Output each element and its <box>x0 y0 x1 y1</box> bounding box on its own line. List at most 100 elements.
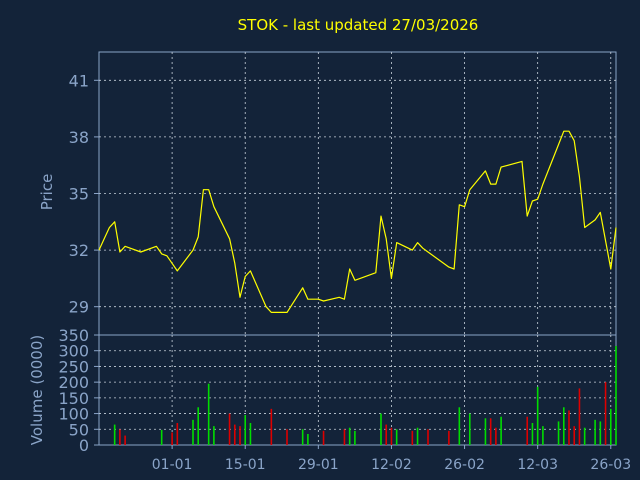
price-point <box>176 269 179 272</box>
volume-bar-up <box>484 418 487 445</box>
price-panel: 29 32 35 38 41 <box>69 51 618 336</box>
price-point <box>541 183 544 186</box>
volume-bar-up <box>583 427 586 445</box>
volume-bar-up <box>249 423 252 445</box>
volume-bar-down <box>124 435 126 445</box>
price-point <box>113 220 116 223</box>
price-point <box>578 175 581 178</box>
price-point <box>615 226 618 229</box>
volume-bar-up <box>599 421 602 445</box>
volume-tick-label: 150 <box>58 389 89 408</box>
volume-bar-down <box>270 408 273 445</box>
price-point <box>453 267 456 270</box>
volume-tick-label: 250 <box>58 357 89 376</box>
price-point <box>207 188 210 191</box>
price-point <box>317 298 320 301</box>
price-point <box>118 250 121 253</box>
price-point <box>447 266 450 269</box>
price-point <box>359 277 362 280</box>
volume-bar-down <box>322 430 325 445</box>
price-point <box>374 271 377 274</box>
price-point <box>202 188 205 191</box>
volume-bar-up <box>160 429 163 445</box>
price-tick-label: 35 <box>69 185 89 204</box>
volume-bar-up <box>244 415 247 445</box>
volume-bar-down <box>578 388 581 445</box>
volume-bar-down <box>228 413 231 445</box>
price-point <box>536 198 539 201</box>
price-point <box>484 169 487 172</box>
price-point <box>244 275 247 278</box>
volume-bar-down <box>233 424 236 445</box>
price-point <box>353 279 356 282</box>
x-tick-label: 15-01 <box>225 457 266 473</box>
price-point <box>348 267 351 270</box>
price-point <box>521 160 524 163</box>
volume-bar-up <box>468 413 471 445</box>
price-point <box>411 249 414 252</box>
price-point <box>609 267 612 270</box>
price-point <box>155 245 158 248</box>
volume-bar-down <box>526 416 529 445</box>
volume-bar-up <box>307 434 309 445</box>
volume-bar-up <box>594 419 596 445</box>
volume-bar-up <box>542 426 544 445</box>
volume-bar-down <box>385 424 388 445</box>
price-tick-label: 29 <box>69 298 89 317</box>
price-axis-label: Price <box>38 174 56 211</box>
price-point <box>458 203 461 206</box>
volume-tick-label: 100 <box>58 405 89 424</box>
price-point <box>228 237 231 240</box>
volume-bar-up <box>416 427 419 445</box>
volume-bar-up <box>395 429 398 445</box>
price-point <box>500 166 503 169</box>
price-point <box>421 247 424 250</box>
price-point <box>416 241 419 244</box>
price-point <box>599 211 602 214</box>
price-tick-label: 41 <box>69 71 89 90</box>
price-point <box>192 249 195 252</box>
price-point <box>494 183 497 186</box>
price-tick-label: 32 <box>69 241 89 260</box>
chart-title: STOK - last updated 27/03/2026 <box>238 16 479 34</box>
price-point <box>103 237 106 240</box>
price-point <box>108 226 111 229</box>
volume-bar-down <box>390 427 393 445</box>
volume-bar-down <box>489 418 492 445</box>
price-point <box>265 305 268 308</box>
volume-bar-up <box>562 407 565 445</box>
price-line <box>98 130 617 313</box>
price-point <box>239 296 242 299</box>
volume-bar-up <box>615 346 617 445</box>
price-point <box>568 130 571 133</box>
volume-bar-down <box>568 410 570 445</box>
x-tick-label: 26-02 <box>444 457 485 473</box>
volume-bar-up <box>531 423 534 445</box>
price-point <box>322 300 325 303</box>
volume-bar-up <box>301 429 304 445</box>
volume-bar-down <box>495 427 497 445</box>
date-axis: 01-01 15-01 29-01 12-02 26-02 12-03 26-03 <box>152 445 631 473</box>
price-point <box>286 311 289 314</box>
volume-bar-up <box>348 427 351 445</box>
volume-bar-up <box>197 407 200 445</box>
price-point <box>160 252 163 255</box>
volume-bar-down <box>171 432 173 445</box>
price-point <box>343 298 346 301</box>
x-tick-label: 01-01 <box>152 457 193 473</box>
price-point <box>301 286 304 289</box>
price-point <box>124 245 127 248</box>
volume-bar-up <box>536 386 539 445</box>
volume-bar-up <box>557 421 560 445</box>
volume-tick-label: 50 <box>69 420 89 439</box>
price-point <box>463 205 466 208</box>
price-point <box>526 215 529 218</box>
volume-bar-down <box>448 430 450 445</box>
volume-tick-label: 0 <box>79 436 89 455</box>
price-point <box>380 215 383 218</box>
price-point <box>233 262 236 265</box>
price-point <box>270 311 273 314</box>
x-tick-label: 12-03 <box>517 457 558 473</box>
price-point <box>468 188 471 191</box>
